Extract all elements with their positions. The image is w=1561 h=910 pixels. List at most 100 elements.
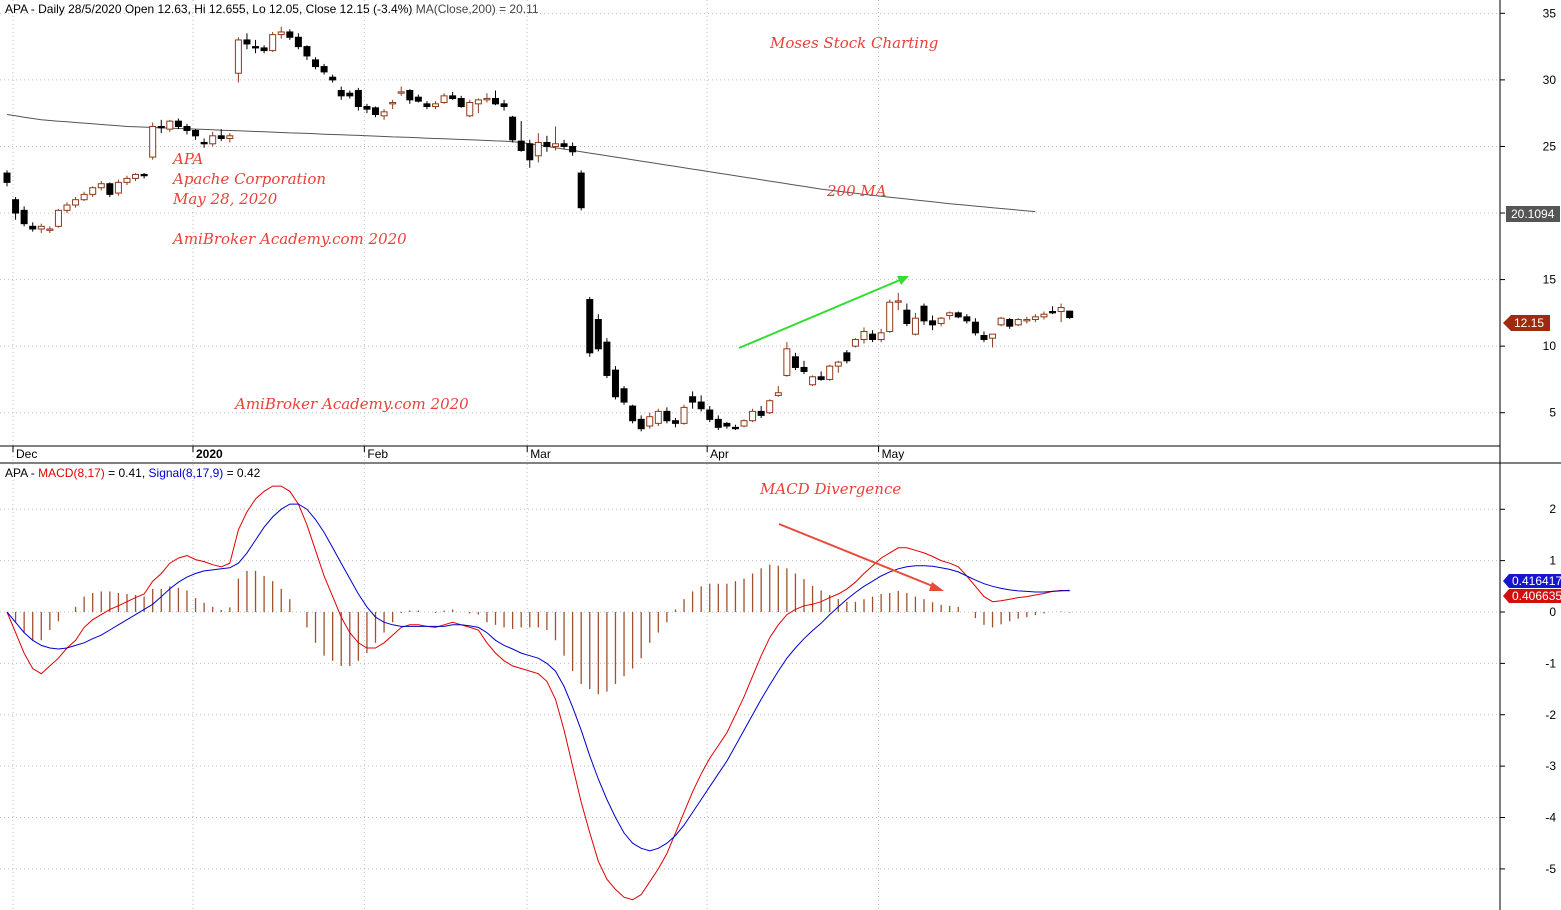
annotation-moses: Moses Stock Charting <box>769 34 938 52</box>
candle-body <box>457 98 465 108</box>
candle-body <box>432 103 439 108</box>
candle-body <box>294 36 302 48</box>
macd-histogram <box>14 564 1071 695</box>
candle-body <box>389 102 397 105</box>
candle <box>363 103 371 114</box>
annotation-academy-bottom: AmiBroker Academy.com 2020 <box>233 395 469 413</box>
candle <box>89 186 97 198</box>
annotation-company: Apache Corporation <box>171 170 326 188</box>
candle <box>20 206 28 227</box>
candle-body <box>826 365 834 380</box>
candle <box>534 133 542 163</box>
candle <box>132 173 140 182</box>
candle <box>226 133 234 143</box>
candle <box>474 98 482 114</box>
candle-body <box>483 98 491 101</box>
candle-body <box>791 356 799 368</box>
candle <box>757 406 765 419</box>
candle <box>929 315 937 331</box>
candle <box>689 391 697 409</box>
ma-value-label: 20.1094 <box>1511 207 1555 221</box>
candle <box>851 338 859 348</box>
candle <box>491 90 499 106</box>
candle-body <box>689 396 697 403</box>
candle-body <box>963 316 971 322</box>
candle <box>329 74 337 83</box>
candle <box>337 86 345 100</box>
candle-body <box>80 193 88 201</box>
candle <box>577 170 585 211</box>
candle <box>706 406 714 423</box>
candle <box>354 87 362 111</box>
candle-body <box>234 39 242 74</box>
candle <box>200 138 208 148</box>
candle-body <box>500 103 508 108</box>
candle-body <box>466 102 474 117</box>
candle-body <box>37 225 45 230</box>
candle <box>29 222 37 232</box>
candle <box>911 312 919 336</box>
candle-body <box>526 143 534 161</box>
price-tick-label: 5 <box>1549 406 1556 420</box>
candle <box>80 191 88 202</box>
candle <box>646 412 654 429</box>
signal-value-label: 0.416417 <box>1512 574 1561 588</box>
candle <box>971 318 979 336</box>
macd-tick-label: 1 <box>1549 554 1556 568</box>
candle-body <box>149 125 157 158</box>
candle-body <box>157 125 165 129</box>
candle <box>1014 318 1022 327</box>
macd-tick-label: -1 <box>1545 656 1556 670</box>
candle-body <box>954 312 962 318</box>
candle-body <box>869 333 877 340</box>
candle-body <box>860 331 868 340</box>
candle-body <box>1031 316 1039 321</box>
candle <box>37 223 45 233</box>
candle-body <box>123 177 131 183</box>
candle-body <box>740 420 748 427</box>
price-value-box: 12.15 <box>1503 315 1550 331</box>
candle-body <box>603 341 611 376</box>
candle-body <box>337 90 345 97</box>
price-grid <box>0 0 1500 910</box>
candle <box>457 95 465 108</box>
date-tick-label: Apr <box>710 447 729 461</box>
candle-body <box>132 173 140 179</box>
macd-grid <box>0 508 1500 870</box>
candle <box>286 29 294 40</box>
price-header-ma: MA(Close,200) = 20.11 <box>416 2 539 16</box>
candle <box>980 331 988 343</box>
candle-body <box>252 46 260 49</box>
candle <box>714 415 722 431</box>
candle <box>594 314 602 352</box>
candle <box>697 395 705 412</box>
candlesticks <box>3 26 1074 432</box>
candle-body <box>140 173 148 177</box>
candle <box>800 360 808 375</box>
candle-body <box>1057 307 1065 313</box>
candle-body <box>646 416 654 427</box>
candle <box>731 424 739 431</box>
candle-body <box>329 76 337 81</box>
candle-body <box>560 143 568 147</box>
candle <box>671 418 679 428</box>
candle <box>234 37 242 83</box>
red-down-arrow <box>778 523 944 591</box>
candle-body <box>372 107 380 115</box>
candle-body <box>629 405 637 422</box>
candle-body <box>637 418 645 430</box>
price-tick-label: 15 <box>1543 273 1557 287</box>
candle-body <box>217 135 225 139</box>
candle-body <box>851 338 859 347</box>
candle <box>414 94 422 103</box>
candle-body <box>783 348 791 376</box>
candle <box>963 314 971 324</box>
candle-body <box>3 172 11 183</box>
candle <box>166 119 174 132</box>
candle-body <box>894 300 902 303</box>
candle <box>1049 306 1057 315</box>
candle-body <box>671 420 679 424</box>
candle-body <box>766 400 774 414</box>
candle <box>54 209 62 228</box>
candle <box>509 115 517 143</box>
